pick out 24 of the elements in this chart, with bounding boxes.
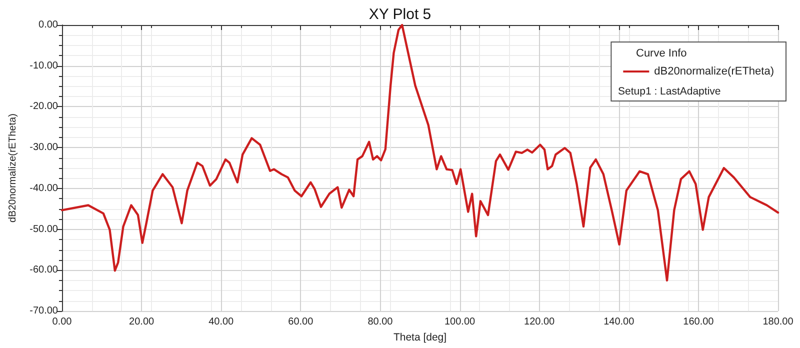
x-tick-label: 40.00 (208, 316, 234, 328)
x-tick-label: 120.00 (524, 316, 556, 328)
x-axis-title: Theta [deg] (393, 332, 447, 344)
x-tick-label: 180.00 (762, 316, 794, 328)
chart-title: XY Plot 5 (368, 6, 432, 23)
x-tick-label: 0.00 (52, 316, 72, 328)
y-tick-label: -70.00 (30, 306, 58, 317)
x-tick-label: 140.00 (604, 316, 635, 328)
y-tick-label: -40.00 (30, 182, 58, 194)
y-tick-label: -50.00 (30, 224, 58, 235)
x-tick-label: 160.00 (683, 316, 714, 328)
x-tick-label: 20.00 (129, 316, 155, 328)
y-axis-title: dB20normalize(rETheta) (8, 114, 18, 223)
x-tick-label: 60.00 (288, 316, 314, 328)
y-tick-label: -10.00 (30, 60, 58, 72)
y-tick-label: 0.00 (38, 20, 58, 30)
annotation: Setup1 : LastAdaptive (618, 86, 721, 98)
x-tick-label: 100.00 (444, 316, 476, 328)
x-tick-label: 80.00 (368, 316, 394, 328)
legend-title: Curve Info (636, 48, 687, 60)
y-tick-label: -30.00 (30, 142, 58, 154)
y-tick-label: -20.00 (30, 101, 58, 112)
legend-label: dB20normalize(rETheta) (654, 66, 774, 78)
y-tick-label: -60.00 (30, 264, 58, 276)
